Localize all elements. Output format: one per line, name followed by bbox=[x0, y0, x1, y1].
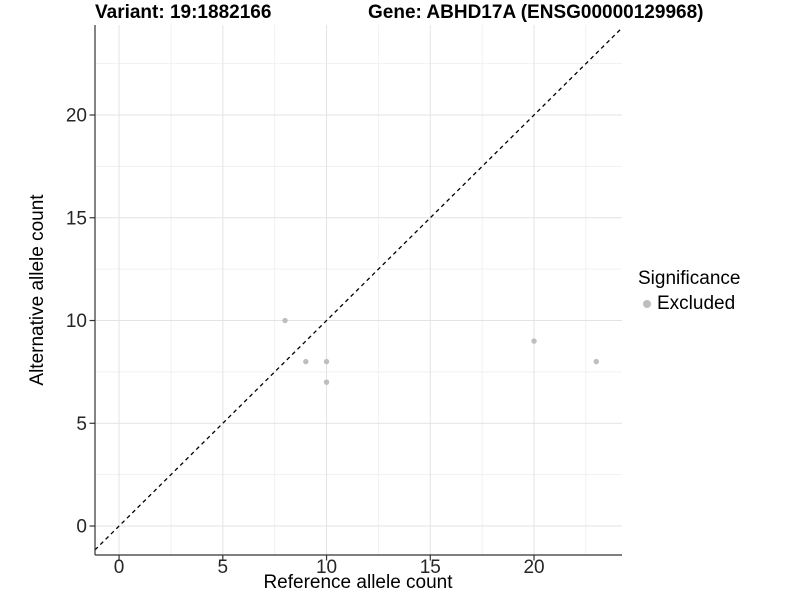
y-tick-label: 0 bbox=[76, 517, 87, 538]
x-tick-label: 5 bbox=[218, 557, 229, 578]
x-tick-label: 10 bbox=[316, 557, 337, 578]
y-tick-label: 15 bbox=[66, 208, 87, 229]
data-point bbox=[282, 317, 288, 324]
data-point bbox=[303, 358, 309, 365]
data-point bbox=[323, 358, 330, 365]
identity-line bbox=[94, 27, 623, 551]
data-point bbox=[593, 358, 599, 365]
x-tick-label: 0 bbox=[114, 557, 125, 578]
legend-item-label: Excluded bbox=[657, 293, 736, 314]
legend-title: Significance bbox=[638, 268, 741, 289]
legend: Significance Excluded bbox=[638, 268, 740, 315]
x-tick-label: 15 bbox=[420, 557, 441, 578]
excluded-point-swatch-icon bbox=[643, 300, 651, 308]
x-tick-label: 20 bbox=[523, 557, 544, 578]
y-axis-label: Alternative allele count bbox=[27, 194, 48, 386]
y-tick-label: 5 bbox=[76, 414, 87, 435]
y-tick-label: 10 bbox=[66, 311, 87, 332]
y-tick-label: 20 bbox=[66, 106, 87, 127]
data-point bbox=[531, 338, 537, 344]
plot-title-variant: Variant: 19:1882166 bbox=[95, 2, 272, 23]
legend-item-excluded: Excluded bbox=[638, 293, 740, 315]
x-axis-label: Reference allele count bbox=[263, 572, 453, 593]
plot-title-gene: Gene: ABHD17A (ENSG00000129968) bbox=[368, 2, 704, 23]
data-point bbox=[323, 379, 330, 385]
